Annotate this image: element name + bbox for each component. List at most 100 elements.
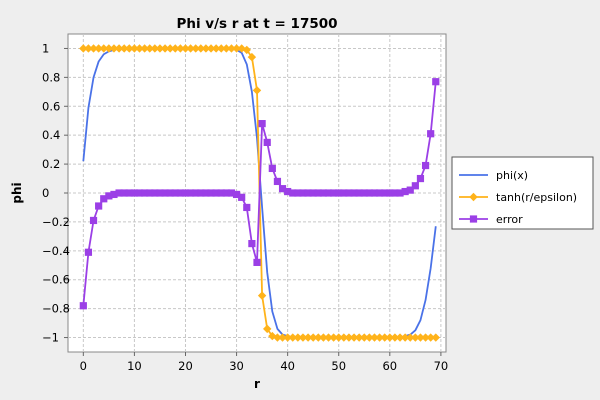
y-tick-label: 0.2: [42, 157, 60, 171]
data-point: [196, 44, 206, 53]
y-tick-label: 0.6: [42, 99, 60, 113]
data-point: [186, 44, 195, 53]
data-point: [355, 189, 363, 197]
data-point: [109, 44, 119, 53]
data-point: [400, 333, 410, 342]
data-point: [263, 138, 271, 147]
data-point: [115, 189, 123, 197]
data-point: [308, 333, 318, 342]
data-point: [151, 189, 159, 197]
data-point: [395, 333, 405, 342]
data-point: [349, 333, 359, 342]
data-point: [238, 193, 246, 201]
data-point: [247, 52, 257, 62]
data-point: [289, 189, 297, 197]
data-point: [304, 189, 312, 197]
series-2: [79, 78, 440, 310]
chart-title: Phi v/s r at t = 17500: [176, 16, 337, 32]
y-tick-label: −1: [42, 331, 59, 345]
data-point: [120, 189, 128, 197]
data-point: [396, 189, 404, 197]
data-point: [95, 202, 103, 210]
data-point: [263, 324, 272, 334]
x-axis-ticks: 0 10 20 30 40 50 60 70: [80, 352, 449, 373]
legend: phi(x) tanh(r/epsilon) error: [451, 156, 594, 230]
data-point: [257, 291, 267, 300]
data-point: [340, 189, 348, 197]
series-1: [79, 44, 440, 342]
data-point: [89, 216, 98, 225]
y-axis-ticks: 1 0.8 0.6 0.4 0.2 0 −0.2 −0.4 −0.6 −0.8 −1: [42, 41, 70, 344]
data-point: [79, 44, 88, 53]
data-point: [145, 44, 154, 53]
data-point: [406, 186, 414, 194]
data-point: [278, 333, 287, 342]
data-point: [319, 333, 328, 342]
data-point: [227, 44, 236, 53]
data-point: [191, 44, 200, 53]
data-point: [79, 302, 87, 310]
data-point: [99, 44, 108, 53]
data-point: [375, 189, 384, 197]
x-tick-label: 70: [434, 359, 449, 373]
data-point: [242, 45, 251, 55]
data-point: [298, 333, 308, 342]
data-point: [335, 189, 343, 197]
data-point: [329, 333, 338, 342]
y-tick-label: 1: [42, 41, 49, 55]
data-point: [217, 44, 226, 53]
data-point: [166, 189, 174, 197]
data-point: [339, 333, 349, 342]
data-point: [130, 189, 139, 197]
x-tick-label: 50: [331, 359, 346, 373]
data-point: [386, 189, 394, 197]
legend-label: tanh(r/epsilon): [496, 191, 577, 204]
data-point: [354, 333, 364, 342]
data-point: [89, 44, 98, 53]
data-point: [360, 333, 369, 342]
data-point: [427, 130, 435, 138]
data-point: [416, 333, 425, 342]
data-point: [192, 189, 200, 197]
data-point: [299, 189, 307, 197]
y-tick-label: −0.6: [42, 273, 70, 287]
data-point: [186, 189, 195, 197]
data-point: [243, 203, 251, 212]
legend-items: phi(x) tanh(r/epsilon) error: [459, 169, 577, 226]
y-tick-label: −0.8: [42, 302, 70, 316]
data-point: [350, 189, 358, 197]
data-point: [160, 44, 170, 53]
data-point: [375, 333, 384, 342]
data-point: [324, 333, 333, 342]
data-point: [380, 333, 389, 342]
data-point: [411, 182, 419, 190]
data-point: [171, 189, 179, 197]
data-point: [360, 189, 368, 197]
x-tick-label: 60: [382, 359, 397, 373]
data-point: [391, 189, 399, 197]
legend-item-1: tanh(r/epsilon): [459, 191, 577, 204]
data-point: [390, 333, 400, 342]
data-point: [155, 44, 165, 53]
data-point: [406, 333, 415, 342]
data-point: [330, 189, 338, 197]
data-point: [165, 44, 175, 53]
data-point: [385, 333, 395, 342]
data-point: [140, 44, 149, 53]
data-point: [232, 190, 241, 199]
x-axis-label: r: [254, 377, 260, 391]
legend-label: phi(x): [496, 169, 528, 182]
data-point: [232, 44, 241, 53]
data-point: [201, 44, 211, 53]
data-point: [381, 189, 389, 197]
data-point: [273, 177, 282, 186]
data-point: [288, 333, 297, 342]
legend-item-0: phi(x): [459, 169, 528, 182]
data-point: [105, 192, 113, 200]
data-point: [416, 174, 425, 183]
data-point: [125, 189, 133, 197]
data-point: [84, 248, 93, 256]
data-point: [156, 189, 164, 197]
data-point: [284, 187, 292, 196]
data-point: [365, 189, 373, 197]
